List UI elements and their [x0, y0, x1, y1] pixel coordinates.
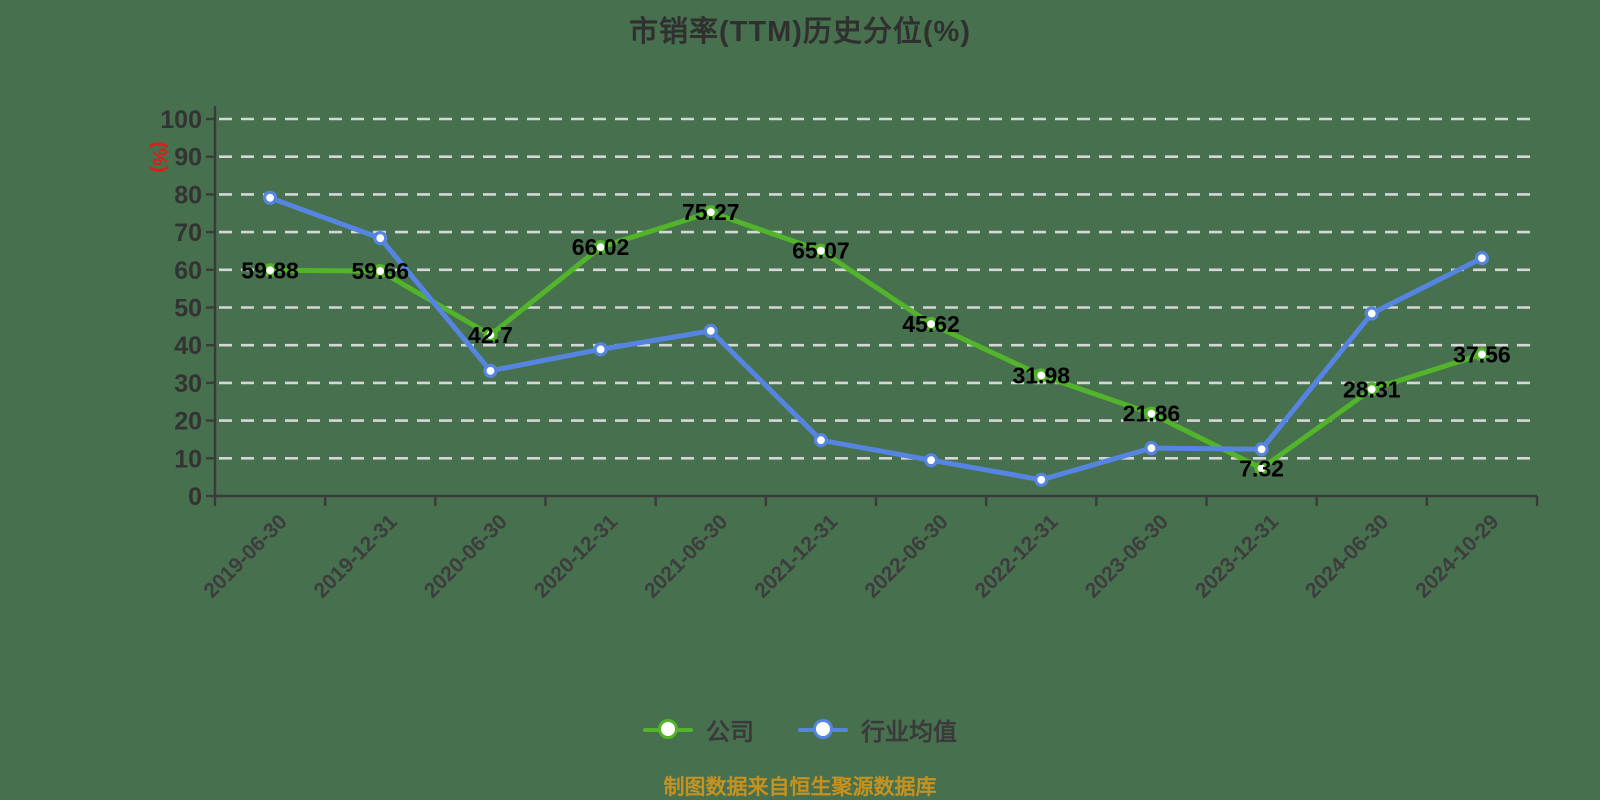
industry-average-data-point[interactable]: [813, 433, 829, 448]
company-data-point[interactable]: [1474, 347, 1490, 362]
data-point-label: 65.07: [792, 238, 850, 264]
x-axis-tick-label: 2021-06-30: [640, 510, 732, 602]
industry-average-data-point[interactable]: [593, 342, 608, 357]
industry-average-data-point[interactable]: [1474, 251, 1490, 266]
company-data-point[interactable]: [1364, 382, 1379, 397]
x-axis-tick-label: 2019-06-30: [199, 510, 291, 602]
y-axis-tick-label: 80: [174, 181, 202, 209]
legend-circle-icon: [657, 719, 678, 739]
y-axis-tick-label: 100: [160, 106, 202, 134]
company-data-point[interactable]: [262, 263, 278, 278]
chart-title: 市销率(TTM)历史分位(%): [628, 16, 971, 48]
industry-average-series-line[interactable]: [267, 195, 1485, 483]
y-axis-tick-label: 20: [174, 408, 202, 436]
data-point-label: 45.62: [902, 311, 960, 337]
x-axis-tick-label: 2024-10-29: [1411, 510, 1503, 602]
x-axis-tick-label: 2022-12-31: [971, 510, 1063, 602]
y-axis-tick-label: 60: [174, 257, 202, 285]
legend-label-industry-average: 行业均值: [861, 719, 957, 746]
y-axis-tick-label: 0: [188, 483, 202, 511]
industry-average-data-point[interactable]: [703, 323, 718, 338]
company-data-point[interactable]: [1144, 406, 1159, 421]
data-point-label: 75.27: [682, 199, 740, 225]
data-point-label: 59.66: [351, 258, 409, 284]
industry-average-data-point[interactable]: [1254, 442, 1269, 457]
industry-average-data-point[interactable]: [483, 363, 498, 378]
y-axis-tick-label: 40: [174, 332, 202, 360]
x-axis-tick-label: 2020-12-31: [530, 510, 622, 602]
company-legend-marker-icon: [643, 719, 693, 741]
industry-average-data-point[interactable]: [373, 231, 388, 246]
data-point-label: 7.32: [1239, 455, 1284, 481]
data-point-label: 31.98: [1012, 362, 1070, 388]
x-axis-tick-label: 2023-12-31: [1191, 510, 1283, 602]
y-axis-tick-label: 50: [174, 295, 202, 323]
y-axis-tick-label: 10: [174, 445, 202, 473]
data-point-label: 21.86: [1123, 401, 1181, 427]
company-data-point[interactable]: [923, 316, 939, 332]
source-note: 制图数据来自恒生聚源数据库: [663, 776, 937, 799]
company-data-point[interactable]: [813, 243, 829, 258]
company-series-line[interactable]: [267, 209, 1485, 471]
company-data-point[interactable]: [1254, 461, 1269, 476]
industry-legend-marker-icon: [798, 719, 848, 741]
industry-average-data-point[interactable]: [1144, 441, 1159, 456]
industry-average-data-point[interactable]: [923, 453, 939, 468]
company-data-point[interactable]: [483, 327, 498, 343]
data-point-label: 28.31: [1343, 376, 1401, 402]
x-axis-tick-label: 2021-12-31: [750, 510, 842, 602]
industry-average-data-point[interactable]: [1034, 472, 1049, 487]
y-axis-tick-label: 30: [174, 370, 202, 398]
legend-item-company[interactable]: 公司: [643, 712, 754, 747]
data-point-label: 37.56: [1453, 341, 1511, 367]
company-data-point[interactable]: [593, 240, 608, 255]
data-point-label: 59.88: [241, 257, 299, 283]
industry-average-data-point[interactable]: [1364, 306, 1379, 321]
company-data-point[interactable]: [703, 205, 718, 220]
x-axis-tick-label: 2022-06-30: [860, 510, 952, 602]
y-axis-tick-label: 70: [174, 219, 202, 247]
y-axis-name: (%): [148, 141, 170, 172]
legend-item-industry-average[interactable]: 行业均值: [798, 712, 957, 747]
company-data-point[interactable]: [373, 263, 388, 279]
data-point-label: 42.7: [468, 322, 513, 348]
legend-circle-icon: [812, 719, 833, 739]
industry-average-data-point[interactable]: [262, 190, 278, 205]
company-data-point[interactable]: [1034, 368, 1049, 383]
x-axis-tick-label: 2019-12-31: [310, 510, 402, 602]
legend: 公司 行业均值: [0, 712, 1600, 747]
y-axis-tick-label: 90: [174, 144, 202, 172]
data-point-label: 66.02: [572, 234, 630, 260]
x-axis-tick-label: 2024-06-30: [1301, 510, 1393, 602]
x-axis-tick-label: 2023-06-30: [1081, 510, 1173, 602]
legend-label-company: 公司: [706, 719, 754, 746]
x-axis-tick-label: 2020-06-30: [420, 510, 512, 602]
